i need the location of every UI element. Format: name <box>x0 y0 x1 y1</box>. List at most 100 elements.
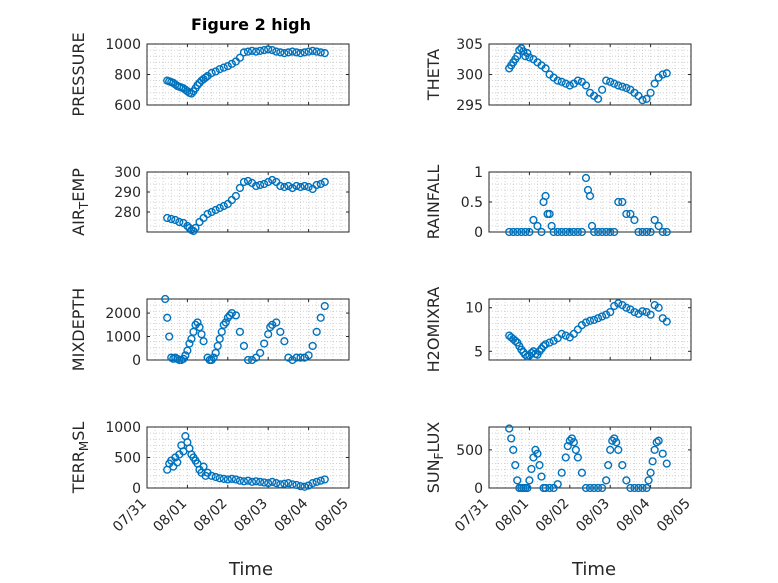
y-tick-label: 800 <box>114 68 141 84</box>
data-point <box>646 468 655 477</box>
data-point <box>320 49 329 58</box>
y-tick-label: 290 <box>114 185 141 201</box>
data-point <box>292 181 301 191</box>
data-point <box>553 480 562 489</box>
y-tick-label: 1000 <box>105 330 141 346</box>
data-point <box>521 227 530 237</box>
data-point <box>565 227 574 237</box>
panel-rainfall: 0 0.5 1 RAINFALL <box>424 165 692 241</box>
data-point <box>646 227 655 237</box>
data-point <box>280 337 289 346</box>
data-point <box>638 96 647 105</box>
data-point <box>630 483 639 493</box>
data-point <box>264 45 273 54</box>
data-point <box>593 314 603 323</box>
data-point <box>573 453 582 462</box>
data-point <box>203 353 212 362</box>
data-point <box>284 48 293 57</box>
data-point <box>272 47 281 56</box>
data-point <box>266 323 275 332</box>
data-point <box>606 77 615 86</box>
data-point <box>569 329 578 338</box>
data-series <box>161 294 329 365</box>
data-point <box>541 64 550 73</box>
data-point <box>167 214 176 224</box>
data-point <box>634 91 643 100</box>
data-point <box>169 462 178 471</box>
data-point <box>626 483 635 493</box>
data-point <box>634 309 643 318</box>
data-point <box>505 227 514 237</box>
data-point <box>598 483 607 493</box>
data-point <box>239 177 249 187</box>
y-tick-label: 0 <box>474 225 483 241</box>
x-axis-label-left: Time <box>228 559 273 580</box>
data-point <box>207 207 216 217</box>
data-point <box>215 65 224 74</box>
data-point <box>183 346 192 355</box>
data-point <box>608 436 617 445</box>
data-point <box>260 179 269 189</box>
data-point <box>316 313 325 322</box>
data-point <box>227 59 236 68</box>
data-point <box>650 215 659 225</box>
data-point <box>549 336 558 345</box>
data-point <box>561 331 570 340</box>
data-point <box>618 197 627 207</box>
figure-title: Figure 2 high <box>191 15 311 34</box>
data-point <box>256 46 265 55</box>
data-point <box>519 47 528 56</box>
data-point <box>215 474 224 483</box>
data-point <box>610 301 619 311</box>
data-point <box>239 477 249 486</box>
data-point <box>284 479 293 488</box>
data-point <box>231 191 240 201</box>
data-point <box>207 471 216 480</box>
data-point <box>304 481 313 490</box>
y-tick-label: 0.5 <box>461 195 483 211</box>
data-point <box>223 313 232 322</box>
data-point <box>533 449 542 458</box>
data-point <box>539 341 548 351</box>
y-tick-label: 500 <box>114 451 141 467</box>
data-point <box>589 227 599 237</box>
data-point <box>225 311 234 320</box>
data-point <box>535 461 544 470</box>
data-point <box>606 307 615 317</box>
data-point <box>545 209 554 219</box>
data-point <box>207 68 216 78</box>
data-point <box>223 475 232 484</box>
grid <box>146 44 350 105</box>
data-point <box>644 476 653 485</box>
data-point <box>614 299 623 308</box>
axes-box <box>488 43 692 106</box>
data-point <box>280 49 289 58</box>
data-point <box>569 227 578 237</box>
data-point <box>598 312 607 321</box>
y-tick-label: 10 <box>465 301 483 317</box>
data-point <box>235 476 245 485</box>
data-point <box>197 330 206 339</box>
grid <box>146 299 350 360</box>
data-point <box>523 49 532 58</box>
data-series <box>505 173 671 237</box>
data-point <box>247 355 257 365</box>
data-point <box>614 81 623 90</box>
data-point <box>577 227 587 237</box>
data-point <box>211 205 220 215</box>
data-point <box>662 69 671 78</box>
data-point <box>256 180 265 190</box>
data-point <box>533 221 542 231</box>
data-point <box>187 334 196 343</box>
data-point <box>235 327 245 336</box>
data-point <box>260 478 269 487</box>
data-point <box>239 48 249 57</box>
data-point <box>529 215 538 225</box>
data-point <box>247 477 257 487</box>
data-point <box>634 483 643 493</box>
data-point <box>264 177 273 187</box>
data-point <box>573 76 582 85</box>
data-point <box>565 81 574 90</box>
data-point <box>219 201 228 211</box>
